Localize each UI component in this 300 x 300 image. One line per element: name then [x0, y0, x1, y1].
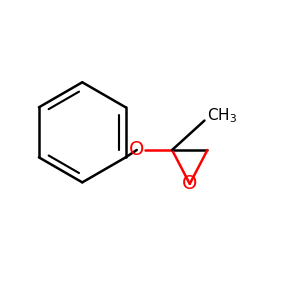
Text: O: O	[129, 140, 144, 160]
Text: CH$_3$: CH$_3$	[207, 107, 238, 125]
Text: O: O	[182, 174, 197, 194]
